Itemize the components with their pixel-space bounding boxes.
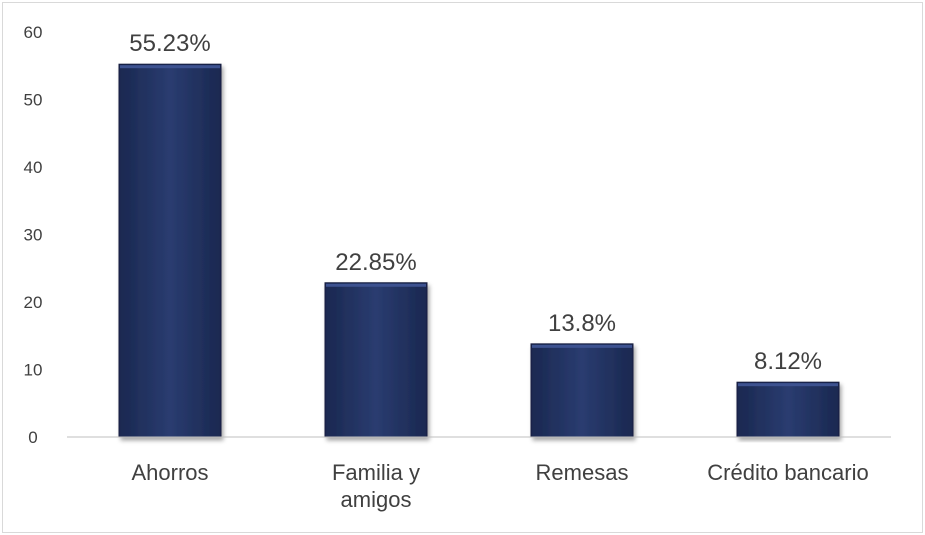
y-tick-label: 0 [28,428,37,447]
y-tick-label: 60 [24,23,43,42]
category-label-line: Familia y [332,460,420,485]
category-label-line: Crédito bancario [707,460,868,485]
category-labels: Ahorros Familia y amigos Remesas Crédito ban… [131,460,868,512]
bar-2 [324,282,428,438]
data-label: 55.23% [129,30,210,57]
bar-top-highlight [326,283,426,287]
bar-rect [324,282,428,438]
bar-top-highlight [532,344,632,348]
data-label: 13.8% [548,310,616,337]
bar-top-highlight [738,383,838,387]
category-label: Crédito bancario [707,460,868,485]
bar-top-highlight [120,65,220,69]
category-label-line: amigos [341,487,412,512]
data-label: 22.85% [335,249,416,276]
category-label-line: Remesas [536,460,629,485]
bar-rect [530,343,634,438]
data-label: 8.12% [754,348,822,375]
bar-3 [530,343,634,438]
bar-rect [736,381,840,438]
category-label: Ahorros [131,460,208,485]
y-tick-label: 30 [24,226,43,245]
bar-4 [736,381,840,438]
category-label-line: Ahorros [131,460,208,485]
category-label: Remesas [536,460,629,485]
bars [118,63,840,438]
y-axis-ticks: 0 10 20 30 40 50 60 [24,23,43,447]
y-tick-label: 50 [24,91,43,110]
bar-1 [118,63,222,438]
y-tick-label: 10 [24,361,43,380]
bar-rect [118,63,222,438]
category-label: Familia y amigos [332,460,420,512]
y-tick-label: 20 [24,293,43,312]
data-labels: 55.23% 22.85% 13.8% 8.12% [129,30,822,375]
y-tick-label: 40 [24,158,43,177]
